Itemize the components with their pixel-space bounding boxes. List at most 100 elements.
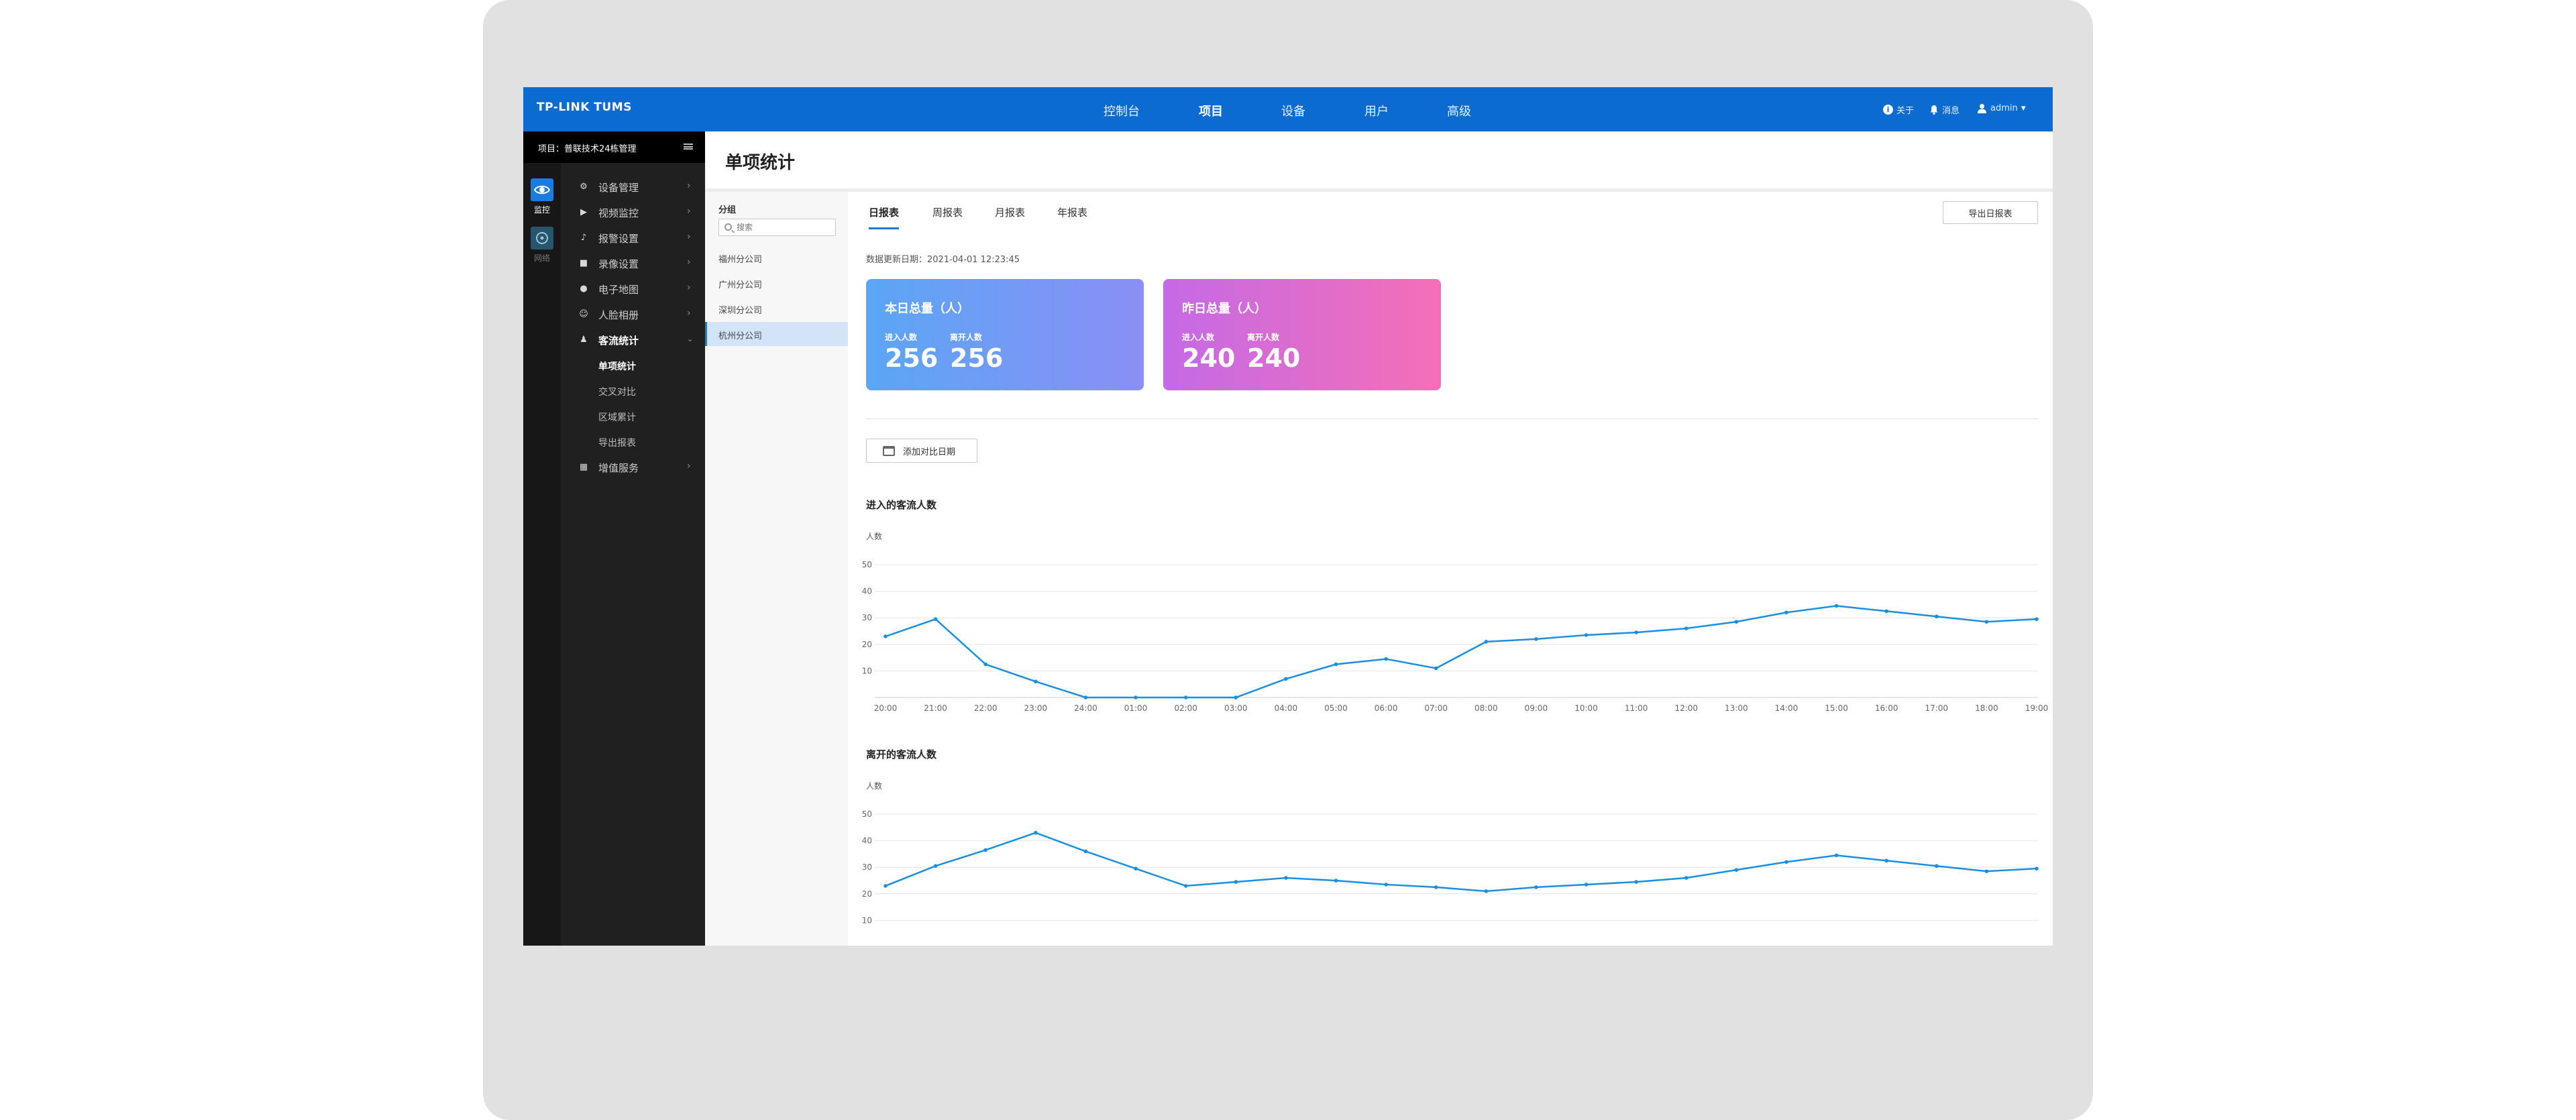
menu-collapse-icon[interactable] [684,144,693,150]
x-tick-label: 22:00 [974,704,998,713]
data-point[interactable] [1334,879,1338,883]
sidebar-sub-export-report[interactable]: 导出报表 [598,438,636,449]
sidebar-item-e-map[interactable]: ● 电子地图 › [561,276,705,302]
data-point[interactable] [1534,885,1538,889]
data-point[interactable] [1834,853,1839,858]
data-point[interactable] [1284,876,1288,880]
data-point[interactable] [1684,626,1688,630]
data-point[interactable] [1634,630,1638,634]
sidebar-sub-single-stats[interactable]: 单项统计 [598,361,636,372]
data-point[interactable] [933,864,938,869]
user-icon [1978,104,1986,113]
x-tick-label: 17:00 [1925,704,1948,713]
rail-monitor-button[interactable] [531,178,553,201]
group-item-shenzhen[interactable]: 深圳分公司 [718,306,763,316]
data-point[interactable] [1034,830,1038,835]
data-point[interactable] [883,634,888,638]
data-point[interactable] [1734,620,1739,624]
data-point[interactable] [1083,695,1088,699]
data-point[interactable] [1234,695,1238,699]
sidebar-item-recording-settings[interactable]: ■ 录像设置 › [579,257,691,270]
tab-monthly[interactable]: 月报表 [995,207,1026,219]
sidebar-sub-region-total[interactable]: 区域累计 [598,412,636,423]
data-point[interactable] [1534,637,1538,641]
data-point[interactable] [1934,864,1939,869]
data-point[interactable] [1484,889,1489,893]
data-point[interactable] [1634,880,1638,884]
rail-network-button[interactable] [531,227,553,249]
group-search-input[interactable] [737,221,830,233]
y-tick-label: 10 [862,915,872,925]
x-tick-label: 02:00 [1174,704,1197,713]
nav-advanced[interactable]: 高级 [1447,105,1471,119]
group-item-guangzhou[interactable]: 广州分公司 [718,280,763,290]
group-item-hangzhou[interactable]: 杭州分公司 [705,322,848,346]
data-point[interactable] [1684,876,1688,880]
data-point[interactable] [1984,869,1989,873]
nav-console[interactable]: 控制台 [1104,105,1140,119]
sidebar-item-face-album[interactable]: ☺ 人脸相册 › [579,308,691,321]
data-point[interactable] [883,884,888,888]
messages-link[interactable]: 消息 [1929,103,1960,116]
sidebar-item-traffic-stats[interactable]: ♟ 客流统计 ⌄ [561,327,705,353]
data-point[interactable] [1134,866,1138,871]
data-point[interactable] [1384,883,1388,887]
data-point[interactable] [1734,868,1739,872]
series-line [885,605,2037,699]
data-point[interactable] [1484,640,1489,644]
data-point[interactable] [1384,657,1388,661]
data-point[interactable] [1434,885,1438,889]
face-icon: ☺ [579,309,588,319]
nav-device[interactable]: 设备 [1281,105,1305,119]
today-leave-label: 离开人数 [950,333,983,342]
user-menu[interactable]: admin ▼ [1977,103,2026,113]
data-point[interactable] [1834,604,1839,608]
chevron-right-icon: › [687,461,691,471]
data-point[interactable] [1183,695,1188,699]
y-tick-label: 50 [862,560,872,569]
today-enter-value: 256 [885,343,938,373]
data-point[interactable] [933,617,938,621]
data-point[interactable] [1334,662,1338,667]
data-point[interactable] [1984,620,1989,624]
project-selector[interactable]: 项目：普联技术24栋管理 [523,131,705,163]
data-point[interactable] [1083,849,1088,854]
data-point[interactable] [1183,884,1188,888]
data-point[interactable] [1284,677,1288,681]
data-point[interactable] [1784,860,1788,864]
sidebar-item-video-monitor[interactable]: ▶ 视频监控 › [561,200,705,225]
data-point[interactable] [1884,858,1888,863]
nav-project[interactable]: 项目 [1199,105,1223,119]
y-tick-label: 20 [862,640,872,649]
y-axis-label: 人数 [866,781,882,791]
data-point[interactable] [1584,883,1589,887]
export-daily-report-button[interactable]: 导出日报表 [1943,201,2038,224]
group-item-fuzhou[interactable]: 福州分公司 [718,255,763,265]
tab-yearly[interactable]: 年报表 [1057,207,1088,219]
data-point[interactable] [983,662,988,667]
data-point[interactable] [2035,617,2039,621]
data-point[interactable] [1034,679,1038,684]
sidebar-item-alarm-settings[interactable]: ♪ 报警设置 › [561,225,705,251]
data-point[interactable] [1584,633,1589,637]
data-point[interactable] [1884,609,1888,614]
data-point[interactable] [1134,695,1138,699]
data-point[interactable] [1434,666,1438,671]
nav-user[interactable]: 用户 [1364,105,1389,119]
tab-weekly[interactable]: 周报表 [932,207,963,219]
calendar-icon [883,446,895,456]
data-point[interactable] [2035,866,2039,871]
data-point[interactable] [1934,614,1939,619]
sidebar-sub-cross-compare[interactable]: 交叉对比 [598,387,636,398]
sidebar-item-device-management[interactable]: ⚙ 设备管理 › [561,174,705,200]
about-link[interactable]: i 关于 [1883,103,1914,116]
data-point[interactable] [1234,880,1238,884]
today-card-title: 本日总量（人） [885,302,969,316]
report-tabs: 日报表 周报表 月报表 年报表 导出日报表 [848,192,2053,233]
data-point[interactable] [1784,610,1788,615]
tab-daily[interactable]: 日报表 [869,205,900,229]
add-compare-date-button[interactable]: 添加对比日期 [866,439,977,463]
sidebar-item-value-added[interactable]: ▦ 增值服务 › [579,461,691,474]
data-point[interactable] [983,848,988,852]
yesterday-card-title: 昨日总量（人） [1182,302,1267,316]
